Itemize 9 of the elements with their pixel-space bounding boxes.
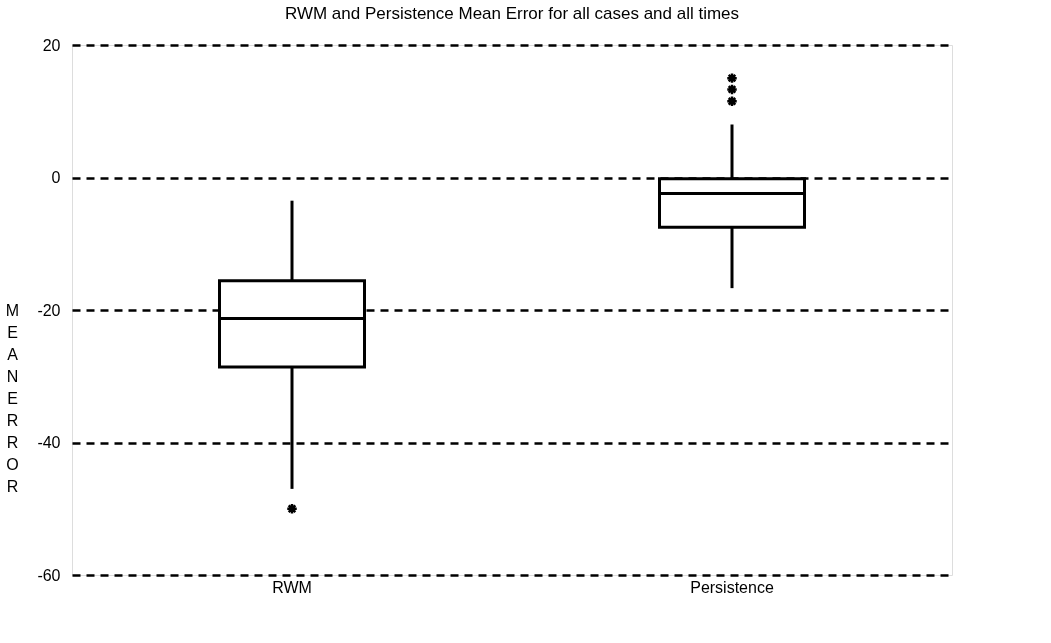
y-tick-label: -20 [37,301,61,319]
chart-title: RWM and Persistence Mean Error for all cases and all times [284,4,740,23]
x-tick-label: Persistence [690,578,774,596]
x-tick-label: RWM [272,578,312,596]
y-tick-label: 0 [51,169,61,186]
y-tick-label: 20 [42,36,61,54]
y-tick-label: -40 [37,434,61,451]
text: MEAN ERROR [5,301,20,495]
y-tick-label: -60 [37,566,61,584]
